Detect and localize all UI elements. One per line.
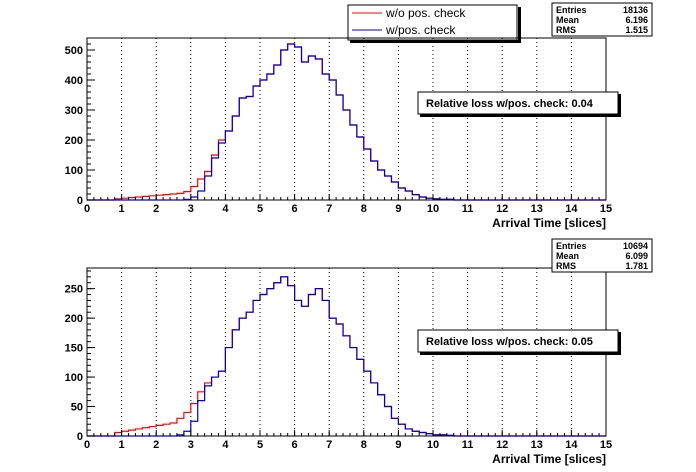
x-tick-label-bottom: 4 [222,439,229,451]
stats-entries-label-top: Entries [556,5,587,15]
y-tick-label-bottom: 250 [65,284,83,296]
y-tick-label-bottom: 200 [65,313,83,325]
x-tick-label-top: 9 [395,203,401,215]
x-tick-label-bottom: 13 [531,439,543,451]
y-tick-label-bottom: 150 [65,343,83,355]
x-tick-label-top: 5 [257,203,263,215]
y-tick-label-bottom: 100 [65,372,83,384]
x-tick-label-bottom: 0 [84,439,90,451]
x-tick-label-top: 3 [188,203,194,215]
x-tick-label-top: 4 [222,203,229,215]
stats-rms-label-bottom: RMS [556,261,576,271]
stats-box-bottom: Entries 10694 Mean 6.099 RMS 1.781 [551,238,653,273]
y-tick-label-top: 100 [65,165,83,177]
x-tick-label-bottom: 10 [427,439,439,451]
legend-label-w: w/pos. check [385,23,456,37]
y-tick-label-top: 200 [65,135,83,147]
x-tick-label-bottom: 5 [257,439,263,451]
x-tick-label-top: 1 [119,203,125,215]
y-tick-label-top: 400 [65,75,83,87]
stats-rms-value-top: 1.515 [625,25,648,35]
x-tick-label-top: 15 [600,203,612,215]
x-tick-label-bottom: 8 [361,439,367,451]
annotation-text-bottom: Relative loss w/pos. check: 0.05 [426,336,593,348]
x-tick-label-bottom: 6 [292,439,298,451]
x-tick-label-top: 8 [361,203,367,215]
legend-label-wo: w/o pos. check [385,6,466,20]
plot-frame-top [86,37,607,201]
series-wo-pos-check-top [87,43,606,201]
x-tick-label-bottom: 11 [462,439,474,451]
stats-mean-value-bottom: 6.099 [625,251,648,261]
x-tick-label-top: 7 [326,203,332,215]
x-tick-label-bottom: 7 [326,439,332,451]
series-wo-pos-check-bottom [87,276,606,437]
x-tick-label-top: 13 [531,203,543,215]
stats-mean-label-top: Mean [556,15,579,25]
x-tick-label-bottom: 2 [153,439,159,451]
annotation-box-top: Relative loss w/pos. check: 0.04 [417,91,621,117]
stats-box-top: Entries 18136 Mean 6.196 RMS 1.515 [551,2,653,37]
x-tick-label-bottom: 12 [496,439,508,451]
histogram-panel-top: Entries 18136 Mean 6.196 RMS 1.515 Relat… [65,2,653,230]
x-axis-title-bottom: Arrival Time [slices] [492,452,606,466]
x-tick-label-top: 2 [153,203,159,215]
y-tick-label-top: 500 [65,45,83,57]
annotation-box-bottom: Relative loss w/pos. check: 0.05 [417,329,621,355]
y-tick-label-top: 300 [65,105,83,117]
stats-rms-value-bottom: 1.781 [625,261,648,271]
x-tick-label-bottom: 9 [395,439,401,451]
stats-entries-label-bottom: Entries [556,241,587,251]
x-tick-label-bottom: 14 [565,439,578,451]
x-tick-label-top: 0 [84,203,90,215]
stats-entries-value-bottom: 10694 [623,241,648,251]
stats-rms-label-top: RMS [556,25,576,35]
legend: w/o pos. check w/pos. check [347,4,521,43]
y-tick-label-bottom: 0 [77,431,83,443]
histogram-panel-bottom: Entries 10694 Mean 6.099 RMS 1.781 Relat… [65,238,653,466]
x-tick-label-top: 14 [565,203,578,215]
x-tick-label-bottom: 1 [119,439,125,451]
x-tick-label-top: 11 [462,203,474,215]
x-axis-title-top: Arrival Time [slices] [492,216,606,230]
x-tick-label-bottom: 3 [188,439,194,451]
stats-mean-value-top: 6.196 [625,15,648,25]
series-w-pos-check-bottom [87,276,606,437]
x-tick-label-top: 10 [427,203,439,215]
stats-entries-value-top: 18136 [623,5,648,15]
x-tick-label-bottom: 15 [600,439,612,451]
stats-mean-label-bottom: Mean [556,251,579,261]
annotation-text-top: Relative loss w/pos. check: 0.04 [426,98,594,110]
x-tick-label-top: 12 [496,203,508,215]
series-w-pos-check-top [87,43,606,201]
y-tick-label-top: 0 [77,195,83,207]
x-tick-label-top: 6 [292,203,298,215]
y-tick-label-bottom: 50 [71,402,83,414]
